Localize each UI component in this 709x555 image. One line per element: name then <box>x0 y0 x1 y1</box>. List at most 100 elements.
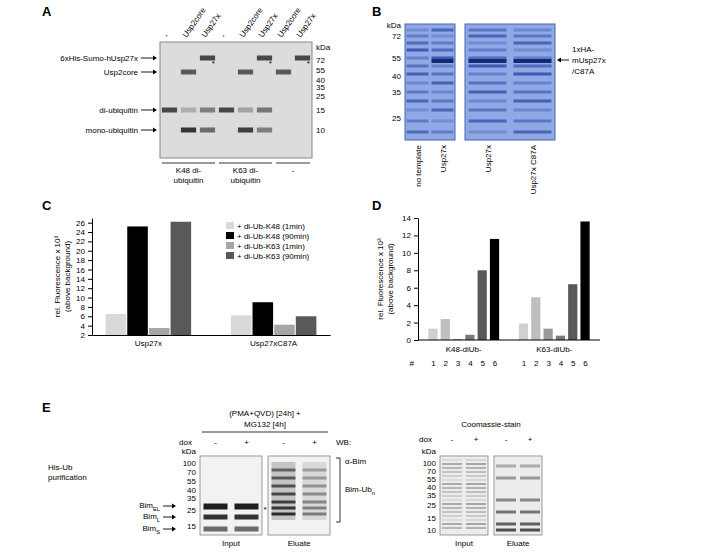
panel-a: A-Usp2coreUsp27x-Usp2coreUsp27xUsp2coreU… <box>42 4 331 185</box>
condition-label: (PMA+QVD) [24h] + <box>229 409 301 418</box>
blot-band <box>303 493 327 496</box>
antibody-label: α-Bim <box>345 457 366 466</box>
blot-band <box>272 501 296 504</box>
gel-band <box>466 487 486 489</box>
gel-band <box>520 499 540 502</box>
bar <box>519 323 528 340</box>
bar <box>296 316 317 335</box>
gel-band <box>407 100 429 103</box>
tick-label: 8 <box>407 266 412 275</box>
blot-band <box>303 477 327 480</box>
gel-band <box>181 108 196 113</box>
gel-band <box>520 511 540 514</box>
axis-title: (above background) <box>63 241 72 312</box>
gel <box>440 456 488 535</box>
blot-band <box>204 515 228 520</box>
tick: 6 <box>81 312 92 321</box>
tick: 6 <box>493 359 498 368</box>
tick-mark <box>88 335 92 336</box>
gel-band <box>407 35 429 38</box>
blot <box>200 456 262 535</box>
tick-label: 22 <box>76 237 85 246</box>
gel-band <box>181 128 196 133</box>
chart-0: C2468101214161820222426rel. Fluorescence… <box>42 198 331 348</box>
x-axis: 123456123456 <box>418 340 600 368</box>
ladder-label: Bim-Ubn <box>345 485 375 496</box>
gel-band <box>514 29 552 32</box>
row-label: His-Ub <box>48 463 73 472</box>
gel-band <box>407 29 429 32</box>
band-label: Usp2core <box>104 68 139 77</box>
gel-band <box>442 475 462 477</box>
group-label: Eluate <box>507 539 530 548</box>
unit-label: kDa <box>182 447 197 456</box>
legend-label: + di-Ub-K63 (90min) <box>237 252 310 261</box>
lane-label: - <box>219 32 228 40</box>
tick-mark <box>88 223 92 224</box>
gel-band <box>442 471 462 473</box>
gel-band <box>469 91 507 94</box>
tick: 12 <box>402 231 418 240</box>
bar <box>106 314 127 335</box>
axis-line <box>418 219 419 341</box>
bar <box>149 328 170 335</box>
group-label: - <box>292 166 295 175</box>
tick-label: 16 <box>76 266 85 275</box>
gel-band <box>442 499 462 501</box>
ladder-bracket <box>336 458 340 459</box>
gel-band <box>469 65 507 68</box>
row-label: dox <box>179 438 192 447</box>
gel-band <box>442 487 462 489</box>
tick-mark <box>88 279 92 280</box>
bars <box>428 221 589 340</box>
blot-band <box>272 469 296 472</box>
species-label: BimEL <box>139 501 160 512</box>
bar <box>441 319 450 340</box>
gel-band <box>520 529 540 532</box>
gel-band <box>442 507 462 509</box>
tick-mark <box>88 251 92 252</box>
stain-title: Coomassie-stain <box>461 420 521 429</box>
tick-mark <box>88 269 92 270</box>
gel-band <box>469 49 507 52</box>
legend: + di-Ub-K48 (1min)+ di-Ub-K48 (90min)+ d… <box>226 222 310 261</box>
tick: 16 <box>76 266 92 275</box>
gel-band <box>496 465 516 468</box>
tick-mark <box>88 232 92 233</box>
tick: 2 <box>407 319 418 328</box>
panel-letter: D <box>372 198 381 213</box>
gel-band <box>520 523 540 526</box>
tick: Usp27xC87A <box>250 339 298 348</box>
tick-label: 6 <box>493 359 498 368</box>
tick-label: 1 <box>522 359 527 368</box>
gel-band <box>442 515 462 517</box>
gel-band <box>432 91 454 94</box>
blot-band <box>272 485 296 488</box>
axis-title: (above background) <box>386 243 395 314</box>
unit-label: kDa <box>316 43 331 52</box>
legend-swatch <box>226 232 234 239</box>
gel-band <box>466 491 486 493</box>
gel-band <box>469 82 507 85</box>
marker-label: 10 <box>316 126 325 135</box>
gel-band <box>466 483 486 485</box>
legend-swatch <box>226 252 234 259</box>
marker-label: 72 <box>392 32 401 41</box>
lane-label: Usp27x <box>295 12 318 39</box>
gel <box>405 24 455 140</box>
panel-letter: E <box>42 400 51 415</box>
tick-label: 6 <box>583 359 588 368</box>
gel-band <box>466 463 486 465</box>
tick-mark <box>414 340 418 341</box>
gel-band <box>181 70 196 75</box>
arrow-shaft <box>141 110 154 111</box>
legend-label: + di-Ub-K63 (1min) <box>237 242 305 251</box>
gel-band <box>276 70 291 75</box>
asterisk: * <box>212 59 215 68</box>
tick-label: 6 <box>81 312 86 321</box>
blot-band <box>235 527 259 532</box>
tick: 5 <box>571 359 576 368</box>
gel-band <box>520 477 540 480</box>
text-subscript: EL <box>153 506 160 512</box>
gel-band <box>442 459 462 461</box>
